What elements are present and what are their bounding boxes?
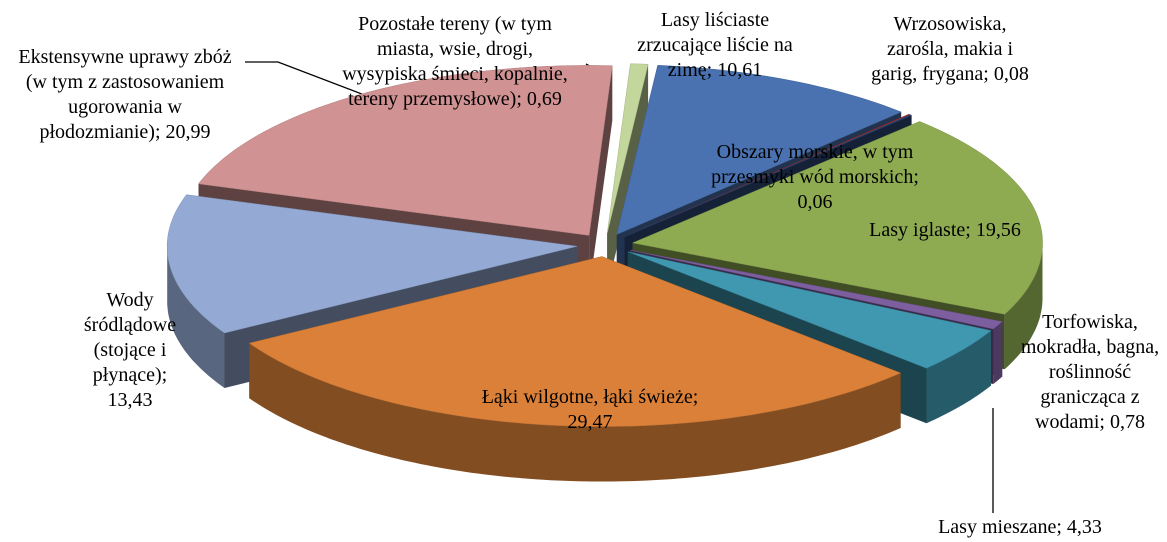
slice-top: [630, 249, 1003, 330]
data-label: Lasy liściaste zrzucające liście na zimę…: [637, 9, 793, 81]
data-label: Torfowiska, mokradła, bagna, roślinność …: [1020, 311, 1160, 433]
slice-wall: [993, 321, 1003, 384]
slice-top: [166, 194, 578, 334]
slice-top: [627, 251, 992, 369]
slice-top: [606, 63, 649, 234]
slice-top: [616, 65, 902, 235]
slice-side: [589, 65, 613, 291]
data-label: Pozostałe tereny (w tym miasta, wsie, dr…: [342, 13, 568, 110]
data-label: Lasy iglaste; 19,56: [869, 219, 1021, 241]
slice: [248, 256, 902, 482]
data-label: Ekstensywne uprawy zbóż (w tym z zastoso…: [18, 46, 232, 143]
slice-top: [198, 65, 613, 236]
slice-top: [631, 121, 1043, 315]
slice-wall: [926, 330, 991, 424]
slice-wall: [249, 343, 901, 482]
data-label: Lasy mieszane; 4,33: [938, 516, 1102, 538]
data-label: Wody śródlądowe (stojące i płynące); 13,…: [83, 289, 177, 411]
data-label: Obszary morskie, w tym przesmyki wód mor…: [711, 141, 919, 213]
slice-top: [624, 114, 913, 237]
data-label: Wrzosowiska, zarośla, makia i garig, fry…: [871, 13, 1029, 85]
leader-line: [245, 61, 389, 105]
slice-wall: [167, 246, 225, 388]
slice-top: [248, 256, 902, 427]
data-label: Łąki wilgotne, łąki świeże; 29,47: [481, 386, 699, 433]
slice-wall: [1004, 242, 1043, 370]
